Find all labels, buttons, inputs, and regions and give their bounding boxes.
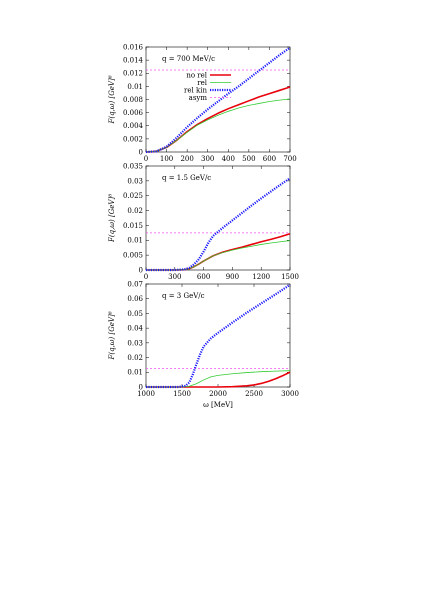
y-tick-label: 0.016 xyxy=(123,43,144,51)
legend-label-rel-kin: rel kin xyxy=(184,86,207,94)
y-tick-label: 0.04 xyxy=(127,325,143,333)
series-line-rel-kin xyxy=(146,177,291,272)
x-tick-label: 100 xyxy=(160,155,173,163)
y-tick-label: 0.012 xyxy=(123,70,143,78)
panel-annotation: q = 700 MeV/c xyxy=(162,55,215,63)
series-line-rel-kin xyxy=(145,46,291,154)
series-line-rel xyxy=(146,240,291,271)
y-tick-label: 0 xyxy=(139,383,143,391)
x-tick-label: 200 xyxy=(180,155,193,163)
y-tick-label: 0.025 xyxy=(123,192,143,200)
chart-panel-1: 0 100 200 300 400 500 600 700 0 0.002 0.004 0.006 0.… xyxy=(108,43,297,163)
y-tick-label: 0.002 xyxy=(123,135,143,143)
y-tick-label: 0.01 xyxy=(127,83,143,91)
series-line-rel xyxy=(146,370,291,388)
x-tick-label: 2000 xyxy=(209,390,227,398)
series-line-rel-kin xyxy=(146,283,291,389)
series-line-no-rel xyxy=(146,371,291,388)
y-tick-label: 0.035 xyxy=(123,162,143,170)
x-tick-label: 500 xyxy=(242,155,255,163)
y-tick-label: 0.06 xyxy=(127,295,143,303)
x-tick-label: 2500 xyxy=(245,390,263,398)
x-tick-label: 300 xyxy=(168,273,181,281)
y-tick-label: 0.01 xyxy=(127,369,143,377)
y-tick-label: 0.02 xyxy=(127,354,143,362)
series-line-rel xyxy=(145,98,291,153)
panel-annotation: q = 3 GeV/c xyxy=(162,292,205,300)
y-tick-label: 0.03 xyxy=(127,339,143,347)
x-tick-label: 1200 xyxy=(252,273,270,281)
x-tick-label: 600 xyxy=(263,155,276,163)
y-tick-label: 0.05 xyxy=(127,310,143,318)
x-tick-label: 400 xyxy=(222,155,235,163)
series-line-no-rel xyxy=(146,232,291,271)
y-tick-label: 0 xyxy=(139,266,143,274)
y-axis-label: F(q,ω) [GeV]⁸ xyxy=(108,194,116,243)
x-tick-label: 600 xyxy=(197,273,210,281)
panel-annotation: q = 1.5 GeV/c xyxy=(162,174,211,182)
y-axis-label: F(q,ω) [GeV]⁸ xyxy=(108,75,116,124)
y-tick-label: 0.07 xyxy=(127,280,143,288)
legend-label-no-rel: no rel xyxy=(186,71,207,79)
chart-panel-3: 1000 1500 2000 2500 3000 0 0.01 0.02 0.03 0.04 0.0… xyxy=(108,280,299,409)
x-tick-label: 700 xyxy=(283,155,296,163)
x-tick-label: 0 xyxy=(144,155,148,163)
legend-label-rel: rel xyxy=(197,79,207,87)
y-tick-label: 0 xyxy=(139,148,143,156)
y-tick-label: 0.014 xyxy=(123,57,144,65)
y-tick-label: 0.004 xyxy=(123,122,144,130)
y-tick-label: 0.008 xyxy=(123,96,143,104)
y-axis-label: F(q,ω) [GeV]⁸ xyxy=(108,311,116,360)
y-tick-label: 0.02 xyxy=(127,207,143,215)
x-tick-label: 300 xyxy=(201,155,214,163)
y-tick-label: 0.005 xyxy=(123,252,143,260)
series-line-no-rel xyxy=(145,86,291,153)
y-tick-label: 0.03 xyxy=(127,177,143,185)
x-tick-label: 1500 xyxy=(173,390,191,398)
x-tick-label: 0 xyxy=(144,273,148,281)
y-tick-label: 0.015 xyxy=(123,222,143,230)
x-tick-label: 3000 xyxy=(281,390,299,398)
x-tick-label: 1500 xyxy=(281,273,299,281)
y-tick-label: 0.01 xyxy=(127,237,143,245)
legend-label-asym: asym xyxy=(189,94,208,102)
chart-panel-2: 0 300 600 900 1200 1500 0 0.005 0.01 0.015 0.02 0.0… xyxy=(108,162,299,281)
plot-frame xyxy=(145,165,291,271)
x-tick-label: 900 xyxy=(226,273,239,281)
x-tick-label: 1000 xyxy=(137,390,155,398)
y-tick-label: 0.006 xyxy=(123,109,144,117)
x-axis-label: ω [MeV] xyxy=(203,401,233,409)
